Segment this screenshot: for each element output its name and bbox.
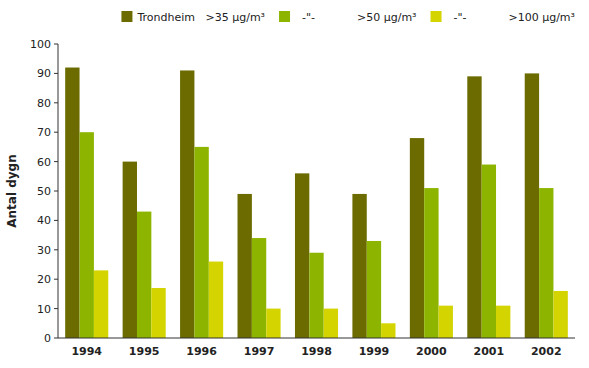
y-tick-label: 10	[37, 303, 51, 316]
y-tick	[54, 249, 58, 250]
x-tick-label: 1999	[359, 345, 390, 358]
legend-swatch	[431, 11, 442, 22]
bars	[65, 68, 568, 338]
x-tick-label: 2001	[474, 345, 505, 358]
y-tick-label: 40	[37, 214, 51, 227]
bar	[180, 70, 194, 338]
y-tick-label: 0	[44, 332, 51, 345]
y-tick	[54, 161, 58, 162]
y-tick	[54, 132, 58, 133]
y-tick-label: 20	[37, 273, 51, 286]
bar	[238, 194, 252, 338]
bar	[194, 147, 208, 338]
y-tick-label: 60	[37, 156, 51, 169]
y-axis-label: Antal dygn	[5, 154, 19, 228]
y-tick	[54, 73, 58, 74]
y-tick	[54, 279, 58, 280]
bar	[352, 194, 366, 338]
x-tick-label: 1996	[186, 345, 217, 358]
bar	[123, 162, 137, 338]
x-tick-label: 1997	[244, 345, 275, 358]
legend-item: Trondheim >35 μg/m³	[121, 11, 265, 24]
y-tick	[54, 102, 58, 103]
legend-item: -"- >100 μg/m³	[431, 11, 575, 24]
y-tick-label: 70	[37, 126, 51, 139]
bar	[266, 309, 280, 338]
y-tick-label: 80	[37, 97, 51, 110]
bar	[381, 323, 395, 338]
legend-label: Trondheim >35 μg/m³	[136, 11, 265, 24]
bar	[137, 212, 151, 338]
bar	[482, 165, 496, 338]
bar	[324, 309, 338, 338]
x-tick-label: 1995	[129, 345, 160, 358]
bar	[252, 238, 266, 338]
y-tick-label: 100	[30, 38, 51, 51]
x-tick-label: 2000	[416, 345, 447, 358]
bar	[525, 73, 539, 338]
x-axis-line	[58, 338, 575, 339]
bar	[496, 306, 510, 338]
y-tick-label: 90	[37, 67, 51, 80]
bar	[553, 291, 567, 338]
axes: 0 10 20 30 40 50 60 70 80 90 100 1994 1995 1996 1997 19…	[30, 38, 575, 358]
bar	[424, 188, 438, 338]
y-tick	[54, 338, 58, 339]
legend-item: -"- >50 μg/m³	[279, 11, 416, 24]
bar	[309, 253, 323, 338]
bar	[65, 68, 79, 338]
legend-swatch	[121, 11, 132, 22]
bar	[94, 270, 108, 338]
x-tick-label: 1994	[71, 345, 102, 358]
bar	[539, 188, 553, 338]
legend-label: -"- >100 μg/m³	[447, 11, 575, 24]
bar	[439, 306, 453, 338]
y-tick-label: 50	[37, 185, 51, 198]
legend-swatch	[279, 11, 290, 22]
y-tick	[54, 44, 58, 45]
bar	[467, 76, 481, 338]
y-tick	[54, 308, 58, 309]
chart-container: 0 10 20 30 40 50 60 70 80 90 100 1994 1995 1996 1997 19…	[0, 0, 589, 368]
x-tick-label: 1998	[301, 345, 332, 358]
bar	[367, 241, 381, 338]
bar	[80, 132, 94, 338]
bar	[209, 262, 223, 338]
chart-svg: 0 10 20 30 40 50 60 70 80 90 100 1994 1995 1996 1997 19…	[0, 0, 589, 368]
y-tick	[54, 191, 58, 192]
y-tick-label: 30	[37, 244, 51, 257]
x-tick-label: 2002	[531, 345, 562, 358]
legend: Trondheim >35 μg/m³ -"- >50 μg/m³ -"- >1…	[121, 11, 575, 24]
bar	[410, 138, 424, 338]
y-tick	[54, 220, 58, 221]
legend-label: -"- >50 μg/m³	[295, 11, 416, 24]
bar	[151, 288, 165, 338]
bar	[295, 173, 309, 338]
